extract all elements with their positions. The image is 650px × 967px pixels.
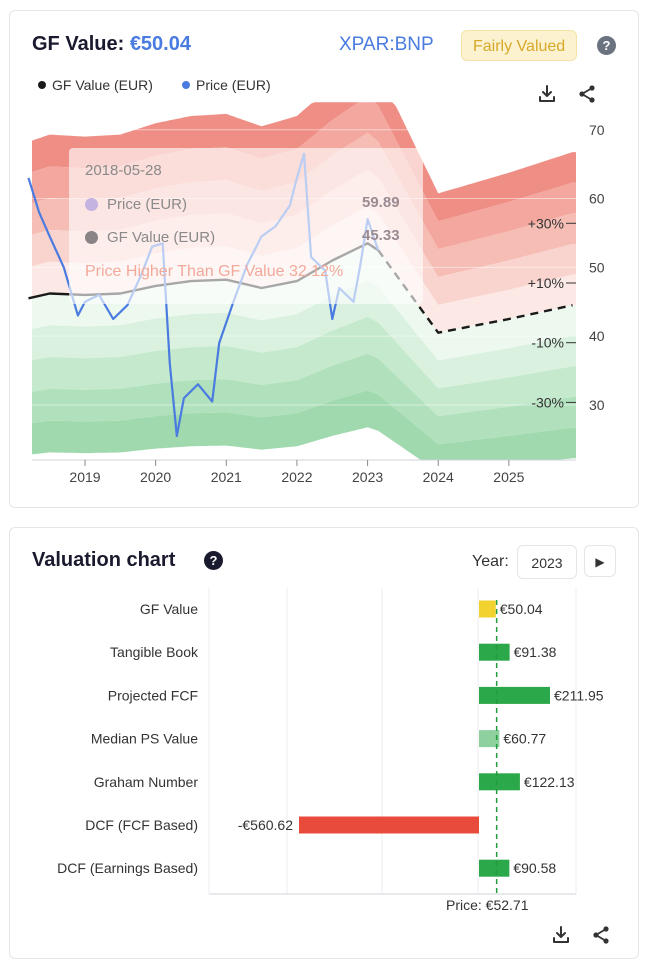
y-tick-label: 40 [589,328,605,344]
share-icon[interactable] [590,924,612,946]
valuation-title: Valuation chart [32,549,176,571]
gf-value-title: GF Value: €50.04 [32,33,191,56]
x-tick-label: 2024 [423,469,454,485]
year-input[interactable]: 2023 [517,545,577,579]
band-7 [32,316,576,417]
category-label: Tangible Book [110,644,199,660]
tooltip-dot-gf-value [85,231,98,244]
x-tick-label: 2020 [140,469,171,485]
legend-dot-price [182,81,190,89]
chart-tooltip: 2018-05-28 Price (EUR) 59.89 GF Value (E… [69,148,423,304]
x-tick-label: 2021 [211,469,242,485]
help-icon[interactable]: ? [597,36,616,55]
band-label: -10% [531,335,564,351]
legend-dot-gf-value [38,81,46,89]
category-label: Graham Number [94,774,199,790]
tooltip-dot-price [85,198,98,211]
category-label: DCF (FCF Based) [85,817,198,833]
legend-item-gf-value[interactable]: GF Value (EUR) [38,77,153,93]
download-icon[interactable] [550,924,572,946]
band-0 [32,102,576,222]
valuation-bar-chart: GF Value €50.04 Tangible Book €91.38 Project… [57,588,604,913]
x-tick-label: 2022 [281,469,312,485]
bar-value-label: €50.04 [500,601,543,617]
help-icon[interactable]: ? [204,551,223,570]
bar-value-label: €90.58 [513,860,556,876]
tooltip-label-price: Price (EUR) [107,196,188,213]
category-label: GF Value [140,601,198,617]
download-icon[interactable] [536,83,558,105]
tooltip-note: Price Higher Than GF Value 32.12% [85,263,344,280]
bar-value-label: -€560.62 [238,817,293,833]
y-tick-label: 30 [589,397,605,413]
legend-item-price[interactable]: Price (EUR) [182,77,271,93]
play-button[interactable]: ▶ [584,545,616,577]
valuation-card: Valuation chart ? Year: 2023 ▶ GF Value €… [9,527,639,959]
band-9 [32,390,576,460]
tooltip-value-gf-value: 45.33 [362,227,400,244]
tooltip-row-price: Price (EUR) [85,196,187,213]
bar [479,859,510,877]
category-label: Median PS Value [91,731,198,747]
tooltip-row-gf-value: GF Value (EUR) [85,229,215,246]
band-8 [32,353,576,445]
legend-label-gf-value: GF Value (EUR) [52,77,153,93]
tooltip-label-gf-value: GF Value (EUR) [107,229,216,246]
band-label: -30% [531,394,564,410]
bar-value-label: €91.38 [514,644,557,660]
price-line-label: Price: €52.71 [446,897,529,913]
tooltip-value-price: 59.89 [362,194,400,211]
x-tick-label: 2023 [352,469,383,485]
x-tick-label: 2025 [493,469,524,485]
bar [479,643,510,661]
x-tick-label: 2019 [69,469,100,485]
bar [479,730,500,748]
share-icon[interactable] [576,83,598,105]
bar-value-label: €211.95 [554,687,604,703]
band-label: +30% [528,215,564,231]
band-label: +10% [528,275,564,291]
bar [299,816,479,834]
gf-value-amount: €50.04 [129,33,191,55]
bar [479,686,550,704]
status-badge: Fairly Valued [461,30,578,61]
bar [479,600,496,618]
ticker-link[interactable]: XPAR:BNP [339,34,434,55]
legend-label-price: Price (EUR) [196,77,271,93]
bar-value-label: €122.13 [524,774,575,790]
y-tick-label: 50 [589,259,605,275]
bar-value-label: €60.77 [503,731,546,747]
y-tick-label: 60 [589,191,605,207]
tooltip-date: 2018-05-28 [85,162,162,179]
category-label: DCF (Earnings Based) [57,860,198,876]
bar [479,773,520,791]
gf-value-title-label: GF Value: [32,33,130,55]
category-label: Projected FCF [108,687,198,703]
band-6 [32,280,576,389]
y-tick-label: 70 [589,122,605,138]
gf-value-card: GF Value: €50.04 XPAR:BNP Fairly Valued … [9,10,639,508]
year-label: Year: [472,553,509,570]
